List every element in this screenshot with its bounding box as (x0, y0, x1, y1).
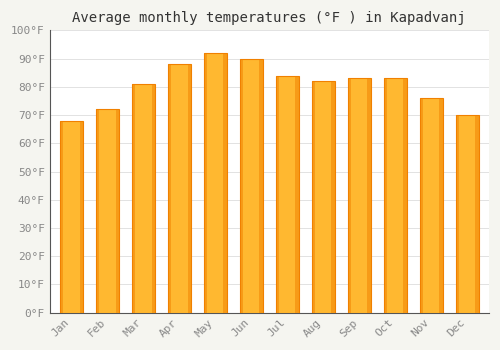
Bar (132, 84, 135, 313)
Bar (332, 81, 335, 313)
Bar (276, 76, 279, 313)
Bar (404, 78, 407, 313)
Bar (132, 84, 155, 313)
Bar (224, 53, 227, 313)
Bar (168, 64, 171, 313)
Bar (188, 64, 191, 313)
Bar (348, 78, 351, 313)
Bar (312, 81, 335, 313)
Bar (240, 59, 263, 313)
Bar (80, 121, 83, 313)
Title: Average monthly temperatures (°F ) in Kapadvanj: Average monthly temperatures (°F ) in Ka… (72, 11, 466, 25)
Bar (260, 59, 263, 313)
Bar (60, 121, 83, 313)
Bar (368, 78, 371, 313)
Bar (296, 76, 299, 313)
Bar (116, 110, 119, 313)
Bar (312, 81, 315, 313)
Bar (420, 98, 423, 313)
Bar (420, 98, 443, 313)
Bar (348, 78, 371, 313)
Bar (476, 115, 479, 313)
Bar (60, 121, 63, 313)
Bar (96, 110, 99, 313)
Bar (204, 53, 227, 313)
Bar (168, 64, 191, 313)
Bar (96, 110, 119, 313)
Bar (384, 78, 387, 313)
Bar (240, 59, 243, 313)
Bar (456, 115, 479, 313)
Bar (440, 98, 443, 313)
Bar (384, 78, 407, 313)
Bar (456, 115, 459, 313)
Bar (276, 76, 299, 313)
Bar (152, 84, 155, 313)
Bar (204, 53, 207, 313)
